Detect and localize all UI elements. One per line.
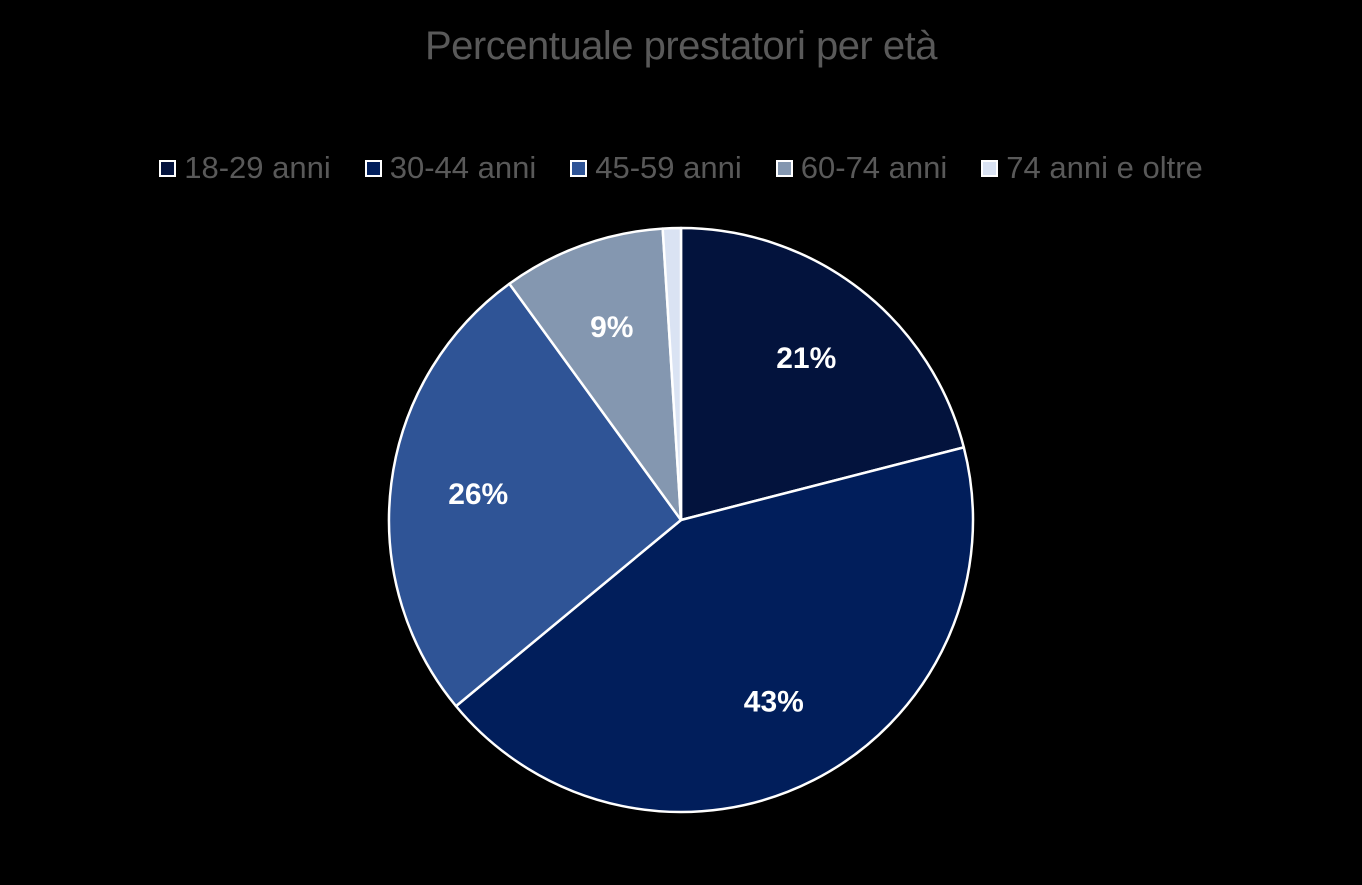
legend-swatch — [981, 159, 999, 177]
legend-swatch — [364, 159, 382, 177]
pie-slice — [661, 226, 683, 522]
legend-label: 74 anni e oltre — [1006, 150, 1203, 185]
legend-item: 18-29 anni — [159, 150, 331, 186]
pie-slice — [454, 446, 975, 814]
legend-item: 60-74 anni — [775, 150, 948, 186]
pie-slices — [387, 226, 975, 814]
pie-slice — [387, 282, 683, 708]
legend-label: 18-29 anni — [184, 150, 331, 185]
slice-label: 21% — [776, 342, 836, 375]
slice-label: 26% — [448, 478, 508, 511]
pie-labels: 21% 43% 26% 9% 1% — [448, 124, 836, 719]
legend-swatch — [159, 159, 177, 177]
legend-swatch — [570, 159, 588, 177]
chart-legend: 18-29 anni 30-44 anni 45-59 anni 60-74 anni… — [0, 150, 1362, 186]
pie-slice — [679, 226, 966, 522]
legend-label: 30-44 anni — [389, 150, 537, 185]
legend-item: 30-44 anni — [364, 150, 537, 186]
chart-title: Percentuale prestatori per età — [425, 24, 937, 68]
slice-label: 1% — [647, 124, 690, 157]
legend-label: 60-74 anni — [800, 150, 948, 185]
legend-swatch — [775, 159, 793, 177]
legend-label: 45-59 anni — [595, 150, 742, 185]
pie-slice — [508, 227, 683, 522]
slice-label: 43% — [744, 686, 804, 719]
slice-label: 9% — [590, 311, 633, 344]
legend-item: 45-59 anni — [570, 150, 742, 186]
legend-item: 74 anni e oltre — [981, 150, 1203, 186]
